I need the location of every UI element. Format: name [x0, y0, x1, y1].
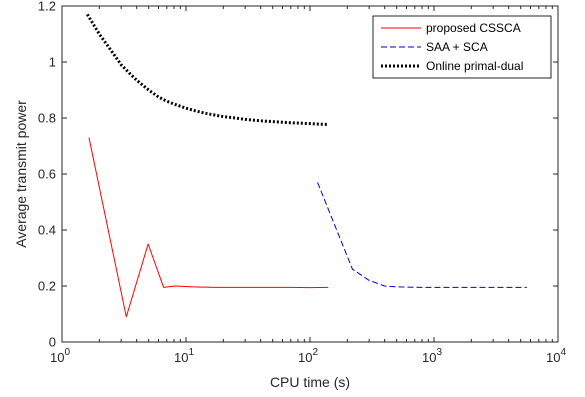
y-tick-label: 0	[49, 335, 56, 350]
series-line-saa-sca	[317, 182, 527, 288]
y-tick-label: 0.2	[38, 279, 56, 294]
legend-label-saa-sca: SAA + SCA	[426, 40, 488, 54]
y-tick-label: 0.4	[38, 223, 56, 238]
x-tick-label: 102	[298, 347, 318, 365]
y-tick-label: 0.8	[38, 111, 56, 126]
legend: proposed CSSCA SAA + SCA Online primal-dua…	[372, 15, 552, 79]
legend-label-proposed-cssca: proposed CSSCA	[426, 21, 521, 35]
y-tick-label: 0.6	[38, 167, 56, 182]
series-line-online-primal-dual	[86, 13, 329, 126]
x-tick-label: 103	[422, 347, 442, 365]
y-tick-label: 1	[49, 55, 56, 70]
x-axis-label: CPU time (s)	[270, 374, 350, 390]
y-tick-label: 1.2	[38, 0, 56, 14]
x-tick-label: 100	[50, 347, 70, 365]
axes-layer: 100 101 102 103 104 0 0.2 0.4 0.6 0.8 1 1.2	[38, 0, 567, 365]
series-line-proposed-cssca	[88, 137, 329, 318]
series-layer	[86, 13, 527, 318]
x-tick-label: 101	[174, 347, 194, 365]
x-tick-label: 104	[546, 347, 566, 365]
legend-label-online-primal-dual: Online primal-dual	[426, 59, 523, 73]
y-axis-label: Average transmit power	[13, 100, 29, 248]
